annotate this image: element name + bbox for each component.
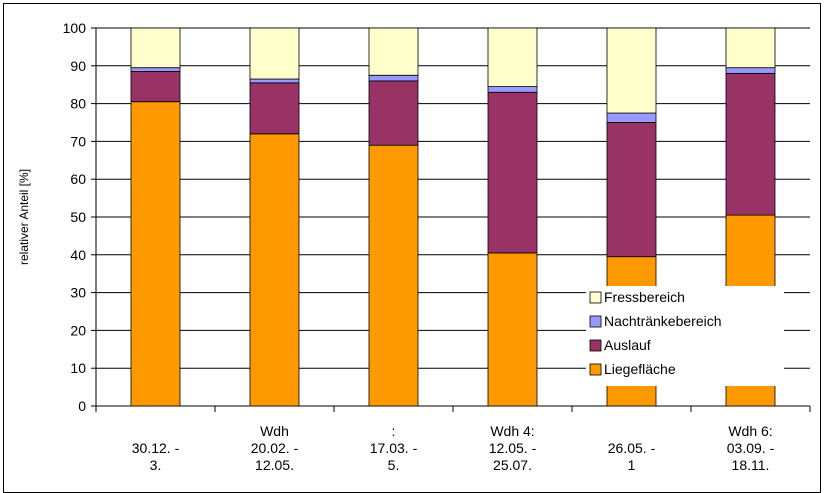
- bar-segment-nachtränkebereich: [487, 86, 538, 93]
- legend-label: Nachtränkebereich: [604, 313, 722, 329]
- legend-swatch: [589, 339, 602, 352]
- bar-segment-nachtränkebereich: [725, 67, 776, 74]
- bar-segment-fressbereich: [606, 27, 657, 114]
- x-tick-label: 12.05. -: [489, 440, 537, 456]
- legend-box: [586, 286, 784, 386]
- bar-segment-fressbereich: [487, 27, 538, 87]
- x-tick-label: 18.11.: [732, 457, 770, 473]
- y-tick-label: 60: [70, 171, 86, 187]
- y-axis-label: relativer Anteil [%]: [17, 169, 31, 265]
- x-tick-label: 26.05. -: [608, 440, 656, 456]
- legend-swatch: [589, 291, 602, 304]
- y-tick-label: 0: [78, 398, 86, 414]
- x-tick-label: 5.: [388, 457, 400, 473]
- bar-segment-fressbereich: [249, 27, 300, 80]
- y-tick-label: 30: [70, 285, 86, 301]
- x-tick-label: 12.05.: [255, 457, 294, 473]
- legend-label: Liegefläche: [604, 361, 676, 377]
- x-tick-label: Wdh 4:: [490, 423, 534, 439]
- x-tick-label: Wdh: [260, 423, 289, 439]
- y-tick-label: 70: [70, 133, 86, 149]
- y-tick-label: 100: [63, 20, 87, 36]
- y-tick-label: 90: [70, 58, 86, 74]
- y-tick-label: 40: [70, 247, 86, 263]
- x-tick-label: :: [392, 423, 396, 439]
- y-tick-label: 10: [70, 360, 86, 376]
- legend-swatch: [589, 315, 602, 328]
- bar-segment-fressbereich: [368, 27, 419, 76]
- x-tick-label: 3.: [150, 457, 162, 473]
- bar-segment-nachtränkebereich: [130, 67, 181, 72]
- y-tick-label: 20: [70, 322, 86, 338]
- bar-segment-liegefläche: [249, 133, 300, 407]
- x-tick-label: 03.09. -: [727, 440, 775, 456]
- y-tick-label: 50: [70, 209, 86, 225]
- x-tick-label: 25.07.: [493, 457, 532, 473]
- x-tick-label: 30.12. -: [132, 440, 180, 456]
- legend-label: Fressbereich: [604, 289, 685, 305]
- bar-segment-nachtränkebereich: [368, 74, 419, 82]
- x-tick-label: Wdh 6:: [728, 423, 772, 439]
- bar-segment-nachtränkebereich: [606, 112, 657, 123]
- bar-segment-fressbereich: [130, 27, 181, 69]
- bar-segment-auslauf: [725, 72, 776, 216]
- y-tick-label: 80: [70, 96, 86, 112]
- bar-segment-fressbereich: [725, 27, 776, 69]
- bar-segment-auslauf: [606, 122, 657, 258]
- bar-segment-auslauf: [249, 82, 300, 135]
- x-tick-label: 1: [628, 457, 636, 473]
- bar-segment-auslauf: [368, 80, 419, 146]
- x-tick-label: 20.02. -: [251, 440, 299, 456]
- bar-segment-liegefläche: [130, 101, 181, 407]
- bar-segment-nachtränkebereich: [249, 78, 300, 84]
- legend-swatch: [589, 363, 602, 376]
- bar-segment-liegefläche: [487, 252, 538, 407]
- legend-label: Auslauf: [604, 337, 651, 353]
- x-tick-label: 17.03. -: [370, 440, 418, 456]
- bar-segment-liegefläche: [368, 144, 419, 407]
- bar-segment-auslauf: [487, 91, 538, 254]
- bar-segment-auslauf: [130, 71, 181, 103]
